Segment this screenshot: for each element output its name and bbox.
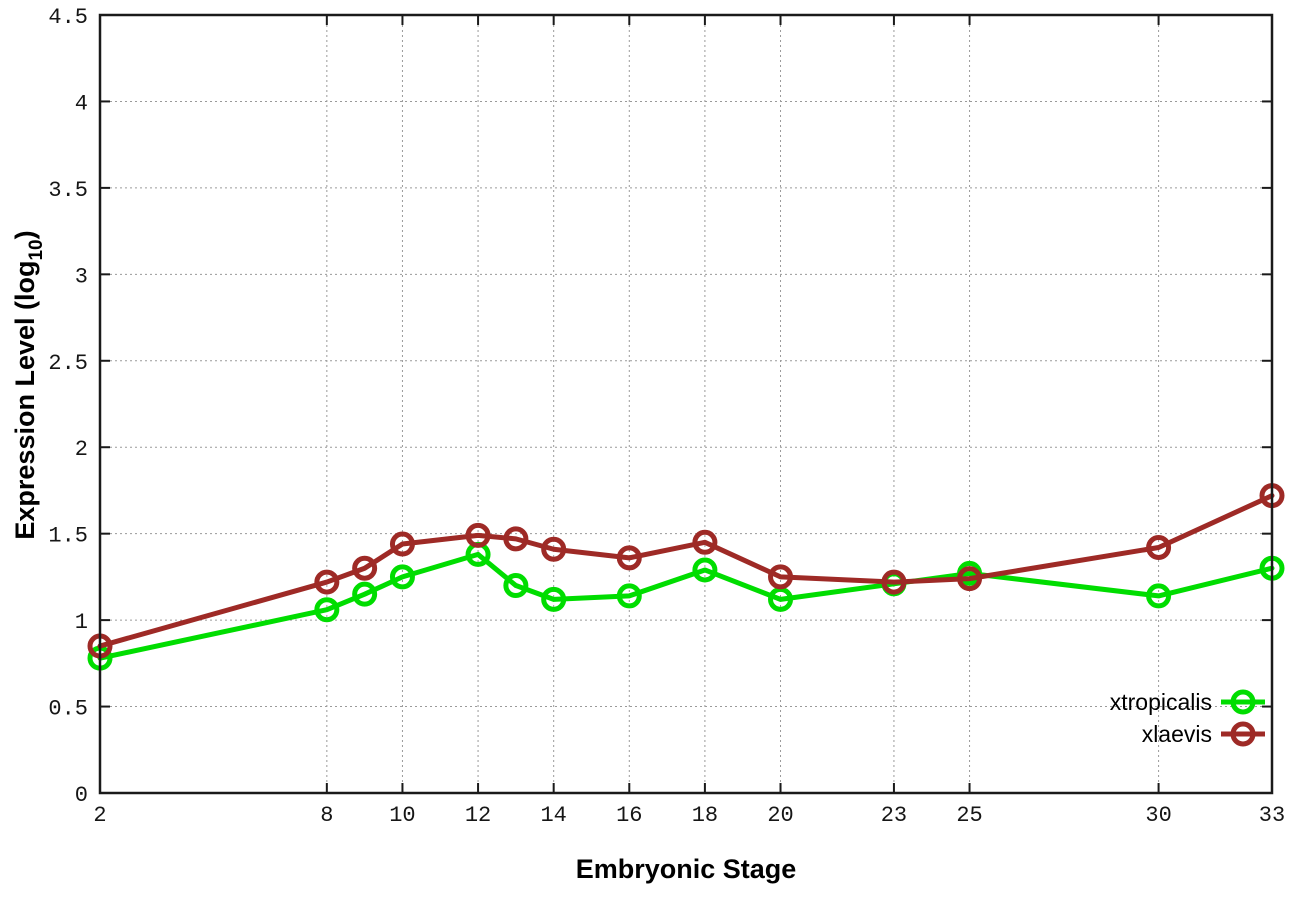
x-tick-label: 16 (616, 803, 642, 828)
x-tick-label: 20 (767, 803, 793, 828)
legend-marker-xtropicalis (1230, 689, 1256, 715)
x-tick-label: 10 (389, 803, 415, 828)
data-point-xlaevis (541, 536, 567, 562)
data-point-xlaevis (616, 545, 642, 571)
data-point-xlaevis (1146, 534, 1172, 560)
plot-border (98, 13, 1274, 795)
y-tick-label: 3 (75, 264, 88, 289)
data-point-xtropicalis (616, 583, 642, 609)
legend-label-xlaevis: xlaevis (1142, 721, 1212, 747)
x-tick-label: 14 (540, 803, 566, 828)
series-line-xtropicalis (97, 551, 1275, 661)
y-tick-label: 4.5 (48, 5, 88, 30)
data-point-xtropicalis (503, 573, 529, 599)
data-point-xlaevis (389, 531, 415, 557)
data-point-xtropicalis (352, 581, 378, 607)
x-tick-label: 18 (692, 803, 718, 828)
x-axis-title: Embryonic Stage (576, 854, 797, 884)
data-point-xtropicalis (1146, 583, 1172, 609)
y-tick-label: 1 (75, 610, 88, 635)
data-point-xlaevis (692, 529, 718, 555)
x-tick-label: 25 (956, 803, 982, 828)
tick-label-layer: 2 8 10 12 14 16 18 20 23 25 30 33 0 0.5 1 1.5 2 2.5 3 3.5 4 4… (48, 5, 1285, 828)
y-tick-label: 3.5 (48, 178, 88, 203)
data-point-xlaevis (503, 526, 529, 552)
x-tick-label: 33 (1259, 803, 1285, 828)
y-axis-title: Expression Level (log10) (10, 230, 47, 539)
x-tick-label: 8 (320, 803, 333, 828)
x-tick-label: 12 (465, 803, 491, 828)
y-tick-label: 4 (75, 91, 88, 116)
x-tick-label: 23 (881, 803, 907, 828)
legend: xtropicalis xlaevis (1110, 689, 1265, 747)
data-point-xtropicalis (541, 586, 567, 612)
series-layer (87, 483, 1285, 671)
y-tick-label: 1.5 (48, 524, 88, 549)
data-point-xtropicalis (389, 564, 415, 590)
legend-label-xtropicalis: xtropicalis (1110, 689, 1212, 715)
tick-layer (99, 14, 1273, 794)
grid-layer (100, 15, 1272, 793)
data-point-xlaevis (957, 566, 983, 592)
data-point-xlaevis (465, 522, 491, 548)
x-tick-label: 2 (93, 803, 106, 828)
legend-marker-xlaevis (1230, 721, 1256, 747)
data-point-xlaevis (768, 564, 794, 590)
y-tick-label: 2 (75, 437, 88, 462)
y-tick-label: 0.5 (48, 697, 88, 722)
data-point-xlaevis (881, 569, 907, 595)
y-tick-label: 2.5 (48, 351, 88, 376)
data-point-xlaevis (352, 555, 378, 581)
x-tick-label: 30 (1145, 803, 1171, 828)
data-point-xtropicalis (692, 557, 718, 583)
data-point-xtropicalis (314, 597, 340, 623)
series-line-xlaevis (97, 493, 1275, 649)
y-tick-label: 0 (75, 783, 88, 808)
data-point-xlaevis (314, 569, 340, 595)
